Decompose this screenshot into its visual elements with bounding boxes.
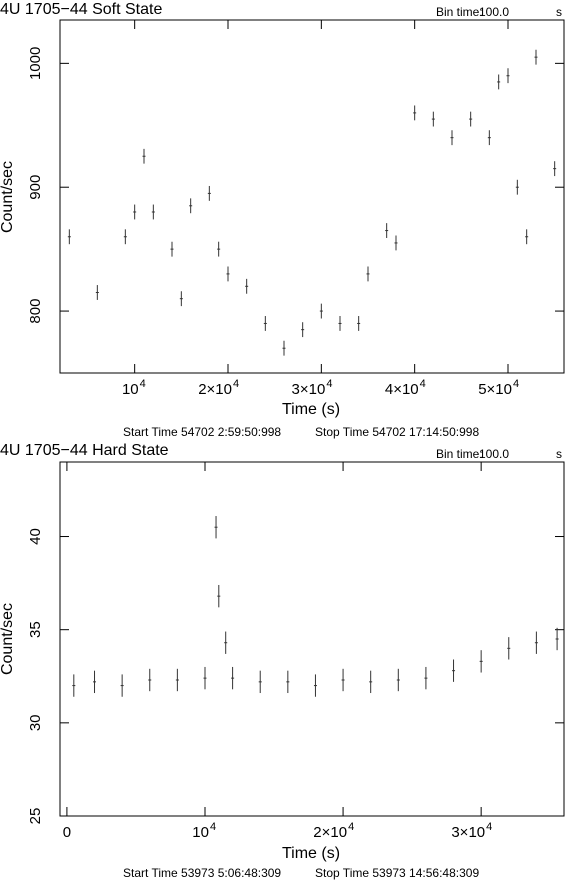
data-points (72, 516, 559, 697)
y-axis: 25 30 35 40 (27, 528, 564, 824)
y-tick-label: 900 (27, 175, 44, 200)
x-tick-exponent: 4 (348, 821, 354, 833)
y-tick-label: 30 (27, 714, 44, 731)
chart-title: 4U 1705−44 Soft State (0, 1, 162, 18)
plot-frame (59, 19, 565, 374)
y-axis-label: Count/sec (0, 161, 16, 233)
x-tick-label: 0 (63, 824, 71, 841)
start-time: Start Time 53973 5:06:48:309 (123, 866, 281, 880)
x-tick-label: 4×10 (385, 381, 419, 398)
y-axis-label: Count/sec (0, 603, 16, 675)
x-tick-label: 3×10 (292, 381, 326, 398)
x-axis: 0 10 4 2×10 4 3×10 4 (63, 462, 492, 841)
bin-time-label: Bin time: (436, 447, 483, 461)
x-tick-label: 10 (122, 381, 139, 398)
x-axis: 10 4 2×10 4 3×10 4 4×10 4 5×10 4 (122, 20, 519, 398)
panel-hard-state: 4U 1705−44 Hard State Bin time: 100.0 s … (0, 442, 565, 880)
bin-time-label: Bin time: (436, 5, 483, 19)
y-tick-label: 25 (27, 808, 44, 825)
y-tick-label: 40 (27, 528, 44, 545)
panel-soft-state: 4U 1705−44 Soft State Bin time: 100.0 s … (0, 1, 565, 439)
chart-title: 4U 1705−44 Hard State (0, 442, 169, 459)
stop-time: Stop Time 54702 17:14:50:998 (315, 425, 479, 439)
x-tick-label: 10 (192, 824, 209, 841)
x-tick-label: 2×10 (313, 824, 347, 841)
y-axis: 800 900 1000 (27, 47, 564, 324)
x-tick-exponent: 4 (140, 378, 146, 390)
x-axis-label: Time (s) (282, 401, 340, 418)
y-tick-label: 35 (27, 621, 44, 638)
start-time: Start Time 54702 2:59:50:998 (123, 425, 281, 439)
x-tick-exponent: 4 (233, 378, 239, 390)
x-tick-exponent: 4 (486, 821, 492, 833)
x-tick-label: 5×10 (478, 381, 512, 398)
x-tick-exponent: 4 (326, 378, 332, 390)
x-tick-exponent: 4 (420, 378, 426, 390)
plot-frame (59, 461, 565, 817)
x-tick-exponent: 4 (513, 378, 519, 390)
bin-time-unit: s (556, 447, 562, 461)
bin-time-unit: s (556, 5, 562, 19)
bin-time-value: 100.0 (479, 447, 509, 461)
data-points (67, 49, 557, 356)
stop-time: Stop Time 53973 14:56:48:309 (315, 866, 479, 880)
x-axis-label: Time (s) (282, 845, 340, 862)
x-tick-exponent: 4 (210, 821, 216, 833)
y-tick-label: 1000 (27, 47, 44, 80)
x-tick-label: 2×10 (198, 381, 232, 398)
y-tick-label: 800 (27, 299, 44, 324)
bin-time-value: 100.0 (479, 5, 509, 19)
x-tick-label: 3×10 (451, 824, 485, 841)
